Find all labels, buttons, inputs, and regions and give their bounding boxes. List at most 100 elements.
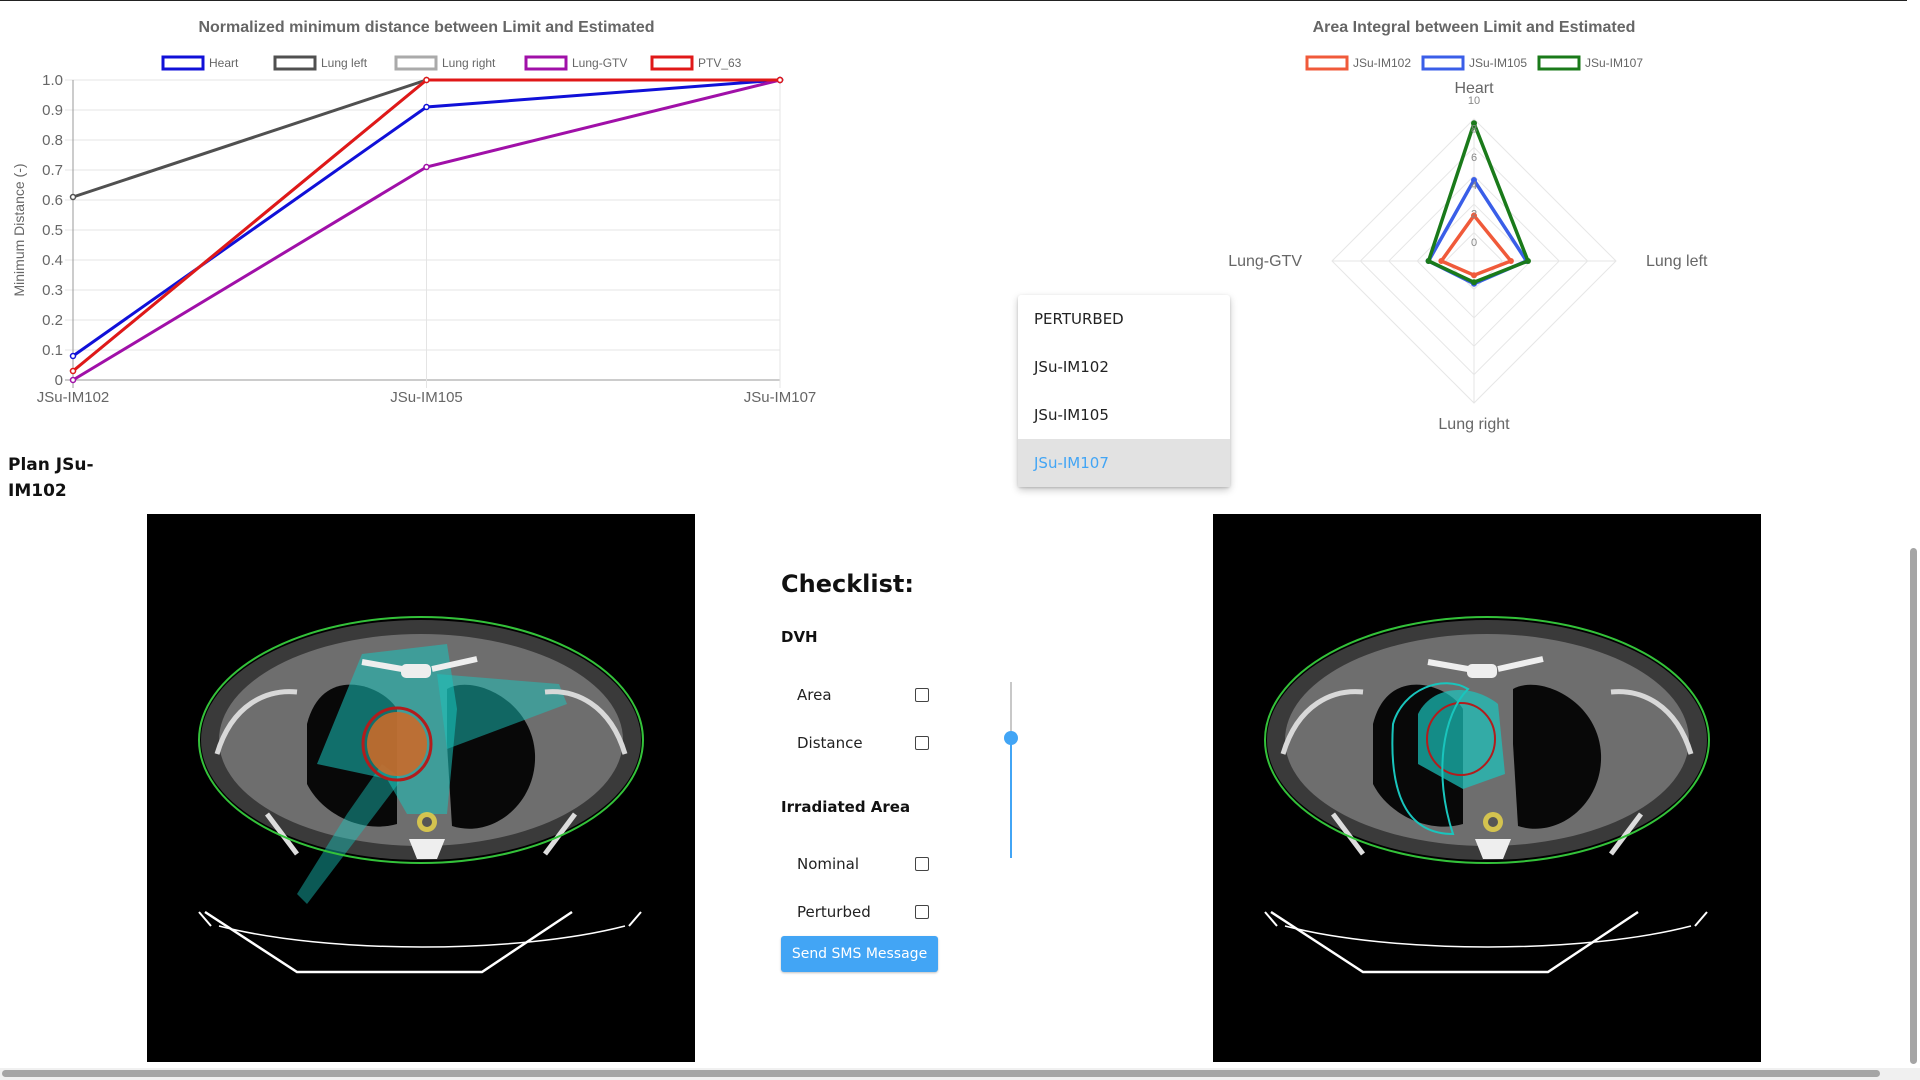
plan-title: Plan JSu-IM102 — [8, 455, 94, 501]
legend-swatch — [524, 55, 568, 71]
nominal-checkbox[interactable] — [915, 857, 929, 871]
slider-thumb[interactable] — [1004, 731, 1018, 745]
horizontal-scrollbar[interactable] — [0, 1068, 1920, 1080]
area-label: Area — [797, 686, 832, 704]
legend-item[interactable]: PTV_63 — [650, 55, 742, 71]
radar-tick-label: 2 — [1471, 209, 1477, 221]
legend-swatch — [1537, 55, 1581, 71]
dropdown-item-jsu-im102[interactable]: JSu-IM102 — [1034, 358, 1109, 376]
legend-label: PTV_63 — [698, 56, 742, 70]
legend-swatch — [273, 55, 317, 71]
vertical-scrollbar-thumb[interactable] — [1910, 548, 1917, 1064]
ct-scan-nominal[interactable] — [147, 514, 695, 1062]
legend-item[interactable]: JSu-IM107 — [1537, 55, 1643, 71]
legend-item[interactable]: JSu-IM102 — [1305, 55, 1411, 71]
ct-slice-image — [1213, 514, 1761, 1062]
distance-checkbox[interactable] — [915, 736, 929, 750]
radar-point[interactable] — [1438, 258, 1445, 264]
area-integral-radar-chart: Area Integral between Limit and Estimate… — [1228, 19, 1708, 433]
y-tick-label: 0.2 — [42, 312, 63, 329]
radar-axis-label: Heart — [1454, 80, 1494, 97]
y-tick-label: 0.3 — [42, 282, 63, 299]
radar-axis-label: Lung-GTV — [1228, 253, 1302, 270]
legend-label: JSu-IM102 — [1353, 56, 1411, 70]
dvh-heading: DVH — [781, 628, 818, 646]
legend-label: Lung-GTV — [572, 56, 627, 70]
legend-item[interactable]: Heart — [161, 55, 239, 71]
perturbed-checkbox[interactable] — [915, 905, 929, 919]
radar-axis-label: Lung left — [1646, 253, 1708, 270]
distance-label: Distance — [797, 734, 863, 752]
dropdown-item-jsu-im105[interactable]: JSu-IM105 — [1034, 406, 1109, 424]
legend-item[interactable]: Lung right — [394, 55, 496, 71]
ct-slice-image — [147, 514, 695, 1062]
legend-label: Lung left — [321, 56, 368, 70]
radar-tick-label: 4 — [1471, 180, 1477, 192]
perturbed-label: Perturbed — [797, 903, 871, 921]
legend-label: Heart — [209, 56, 239, 70]
y-tick-label: 0 — [55, 372, 63, 389]
legend-item[interactable]: Lung left — [273, 55, 368, 71]
perturbed-row: Perturbed — [797, 901, 935, 923]
legend-item[interactable]: JSu-IM105 — [1421, 55, 1527, 71]
radar-point[interactable] — [1425, 258, 1432, 264]
vertical-scrollbar[interactable] — [1907, 0, 1920, 1068]
data-point[interactable] — [69, 376, 77, 384]
y-tick-label: 0.5 — [42, 222, 63, 239]
data-point[interactable] — [69, 193, 77, 201]
plan-dropdown-menu: PERTURBED JSu-IM102 JSu-IM105 JSu-IM107 — [1018, 295, 1230, 487]
radar-point[interactable] — [1471, 272, 1477, 279]
checklist-title: Checklist: — [781, 570, 914, 598]
radar-point[interactable] — [1471, 279, 1477, 286]
legend-swatch — [394, 55, 438, 71]
x-tick-label: JSu-IM102 — [37, 389, 110, 406]
radar-chart-title: Area Integral between Limit and Estimate… — [1313, 19, 1636, 36]
vertical-slider[interactable] — [1004, 682, 1018, 858]
y-axis-label: Minimum Distance (-) — [11, 163, 27, 296]
window-top-border — [0, 0, 1920, 1]
x-tick-label: JSu-IM105 — [390, 389, 463, 406]
y-tick-label: 0.8 — [42, 132, 63, 149]
y-tick-label: 0.6 — [42, 192, 63, 209]
radar-tick-label: 8 — [1471, 123, 1477, 135]
y-tick-label: 0.1 — [42, 342, 63, 359]
slider-fill — [1010, 738, 1012, 858]
irradiated-area-heading: Irradiated Area — [781, 798, 911, 816]
legend-swatch — [650, 55, 694, 71]
dropdown-item-perturbed[interactable]: PERTURBED — [1034, 310, 1124, 328]
area-checkbox[interactable] — [915, 688, 929, 702]
legend-label: JSu-IM105 — [1469, 56, 1527, 70]
legend-item[interactable]: Lung-GTV — [524, 55, 627, 71]
radar-point[interactable] — [1471, 120, 1477, 127]
dropdown-item-jsu-im107[interactable]: JSu-IM107 — [1018, 439, 1230, 487]
nominal-row: Nominal — [797, 853, 935, 875]
radar-point[interactable] — [1471, 212, 1477, 219]
legend-swatch — [1421, 55, 1465, 71]
radar-point[interactable] — [1524, 258, 1531, 264]
area-row: Area — [797, 684, 935, 706]
radar-axis-label: Lung right — [1438, 416, 1510, 433]
data-point[interactable] — [69, 352, 77, 360]
data-point[interactable] — [423, 103, 430, 111]
y-tick-label: 0.9 — [42, 102, 63, 119]
ct-scan-perturbed[interactable] — [1213, 514, 1761, 1062]
legend-label: JSu-IM107 — [1585, 56, 1643, 70]
radar-tick-label: 10 — [1468, 95, 1480, 107]
line-chart-title: Normalized minimum distance between Limi… — [198, 19, 654, 36]
radar-tick-label: 6 — [1471, 152, 1477, 164]
send-sms-button[interactable]: Send SMS Message — [781, 936, 938, 972]
data-point[interactable] — [69, 367, 77, 375]
data-point[interactable] — [776, 76, 784, 84]
radar-point[interactable] — [1507, 258, 1514, 264]
legend-swatch — [1305, 55, 1349, 71]
y-tick-label: 0.7 — [42, 162, 63, 179]
data-point[interactable] — [423, 76, 430, 84]
y-tick-label: 1.0 — [42, 72, 63, 89]
x-tick-label: JSu-IM107 — [744, 389, 817, 406]
radar-point[interactable] — [1471, 177, 1477, 184]
horizontal-scrollbar-thumb[interactable] — [2, 1070, 1880, 1077]
data-point[interactable] — [423, 163, 430, 171]
y-tick-label: 0.4 — [42, 252, 63, 269]
min-distance-line-chart: Normalized minimum distance between Limi… — [11, 19, 817, 406]
legend-swatch — [161, 55, 205, 71]
